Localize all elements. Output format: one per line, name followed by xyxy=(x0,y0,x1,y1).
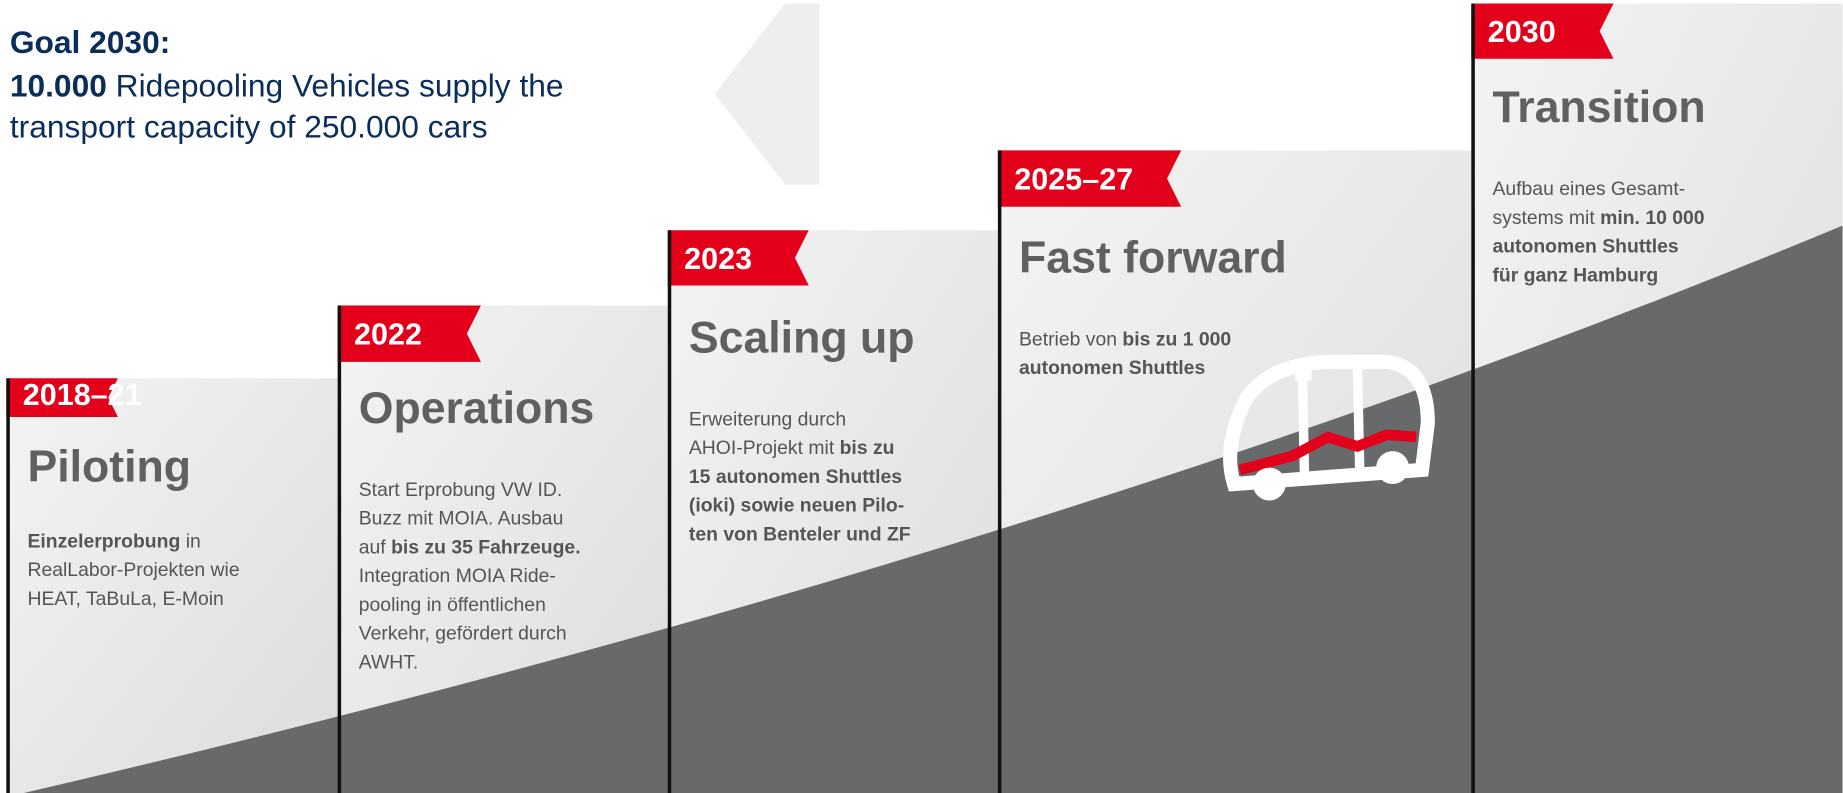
step-description: systems mit min. 10 000 xyxy=(1492,207,1704,229)
text-run: systems mit xyxy=(1492,207,1600,229)
year-label: 2018–21 xyxy=(23,378,142,412)
divider-line xyxy=(998,150,1002,793)
step-description: autonomen Shuttles xyxy=(1492,236,1678,258)
text-run: bis zu 35 Fahrzeuge. xyxy=(391,536,580,558)
step-title: Transition xyxy=(1492,83,1705,132)
step-description: Betrieb von bis zu 1 000 xyxy=(1019,328,1231,350)
divider-line xyxy=(1471,4,1475,793)
step-description: Erweiterung durch xyxy=(689,408,846,430)
step-title: Scaling up xyxy=(689,313,915,362)
step-title: Fast forward xyxy=(1019,234,1287,283)
step-description: Einzelerprobung in xyxy=(27,530,200,552)
year-label: 2022 xyxy=(354,318,422,352)
step-description: für ganz Hamburg xyxy=(1492,264,1658,286)
step-description: Buzz mit MOIA. Ausbau xyxy=(359,508,564,530)
text-run: Buzz mit MOIA. Ausbau xyxy=(359,508,564,530)
text-run: autonomen Shuttles xyxy=(1019,357,1205,379)
step-description: pooling in öffentlichen xyxy=(359,594,546,616)
divider-line xyxy=(338,305,342,793)
step-description: HEAT, TaBuLa, E-Moin xyxy=(27,588,223,610)
text-run: für ganz Hamburg xyxy=(1492,264,1658,286)
header-line: 10.000 Ridepooling Vehicles supply the xyxy=(10,67,564,103)
step-description: RealLabor-Projekten wie xyxy=(27,559,239,581)
step-description: Integration MOIA Ride- xyxy=(359,565,556,587)
step-description: AWHT. xyxy=(359,651,419,673)
text-run: 15 autonomen Shuttles xyxy=(689,466,902,488)
year-label: 2023 xyxy=(684,242,752,276)
text-run: RealLabor-Projekten wie xyxy=(27,559,239,581)
step-title: Piloting xyxy=(27,443,191,492)
step-description: ten von Benteler und ZF xyxy=(689,523,911,545)
text-run: bis zu 1 000 xyxy=(1122,328,1231,350)
year-label: 2030 xyxy=(1488,15,1556,49)
step-description: (ioki) sowie neuen Pilo- xyxy=(689,495,904,517)
text-run: auf xyxy=(359,536,391,558)
step-description: Start Erprobung VW ID. xyxy=(359,479,563,501)
header-line: transport capacity of 250.000 cars xyxy=(10,108,488,144)
text-run: Ridepooling Vehicles supply the xyxy=(107,67,564,103)
divider-line xyxy=(6,378,10,793)
text-run: Integration MOIA Ride- xyxy=(359,565,556,587)
step-description: Verkehr, gefördert durch xyxy=(359,623,567,645)
text-run: ten von Benteler und ZF xyxy=(689,523,911,545)
infographic: 2018–21 Piloting Einzelerprobung in RealLab… xyxy=(0,0,1843,793)
text-run: Betrieb von xyxy=(1019,328,1122,350)
year-label: 2025–27 xyxy=(1014,163,1133,197)
step-description: autonomen Shuttles xyxy=(1019,357,1205,379)
text-run: Start Erprobung VW ID. xyxy=(359,479,563,501)
text-run: HEAT, TaBuLa, E-Moin xyxy=(27,588,223,610)
step-description: auf bis zu 35 Fahrzeuge. xyxy=(359,536,581,558)
divider-line xyxy=(668,230,672,793)
page: {"header": {"title": "Goal 2030:", "line… xyxy=(0,0,1843,793)
text-run: pooling in öffentlichen xyxy=(359,594,546,616)
text-run: Aufbau eines Gesamt- xyxy=(1492,178,1685,200)
text-run: min. 10 000 xyxy=(1600,207,1704,229)
header-text: 10.000 Ridepooling Vehicles supply the tr… xyxy=(10,67,564,144)
text-run: transport capacity of 250.000 cars xyxy=(10,108,488,144)
arrow-shape xyxy=(715,4,820,185)
text-run: autonomen Shuttles xyxy=(1492,236,1678,258)
step-description: Aufbau eines Gesamt- xyxy=(1492,178,1685,200)
text-run: 10.000 xyxy=(10,67,107,103)
text-run: in xyxy=(180,530,200,552)
text-run: bis zu xyxy=(840,437,895,459)
step-description: AHOI-Projekt mit bis zu xyxy=(689,437,895,459)
header-title: Goal 2030: xyxy=(10,24,170,60)
step-description: 15 autonomen Shuttles xyxy=(689,466,902,488)
text-run: Einzelerprobung xyxy=(27,530,180,552)
text-run: AHOI-Projekt mit xyxy=(689,437,840,459)
text-run: Erweiterung durch xyxy=(689,408,846,430)
text-run: Verkehr, gefördert durch xyxy=(359,623,567,645)
text-run: (ioki) sowie neuen Pilo- xyxy=(689,495,904,517)
text-run: AWHT. xyxy=(359,651,419,673)
step-title: Operations xyxy=(359,384,595,433)
